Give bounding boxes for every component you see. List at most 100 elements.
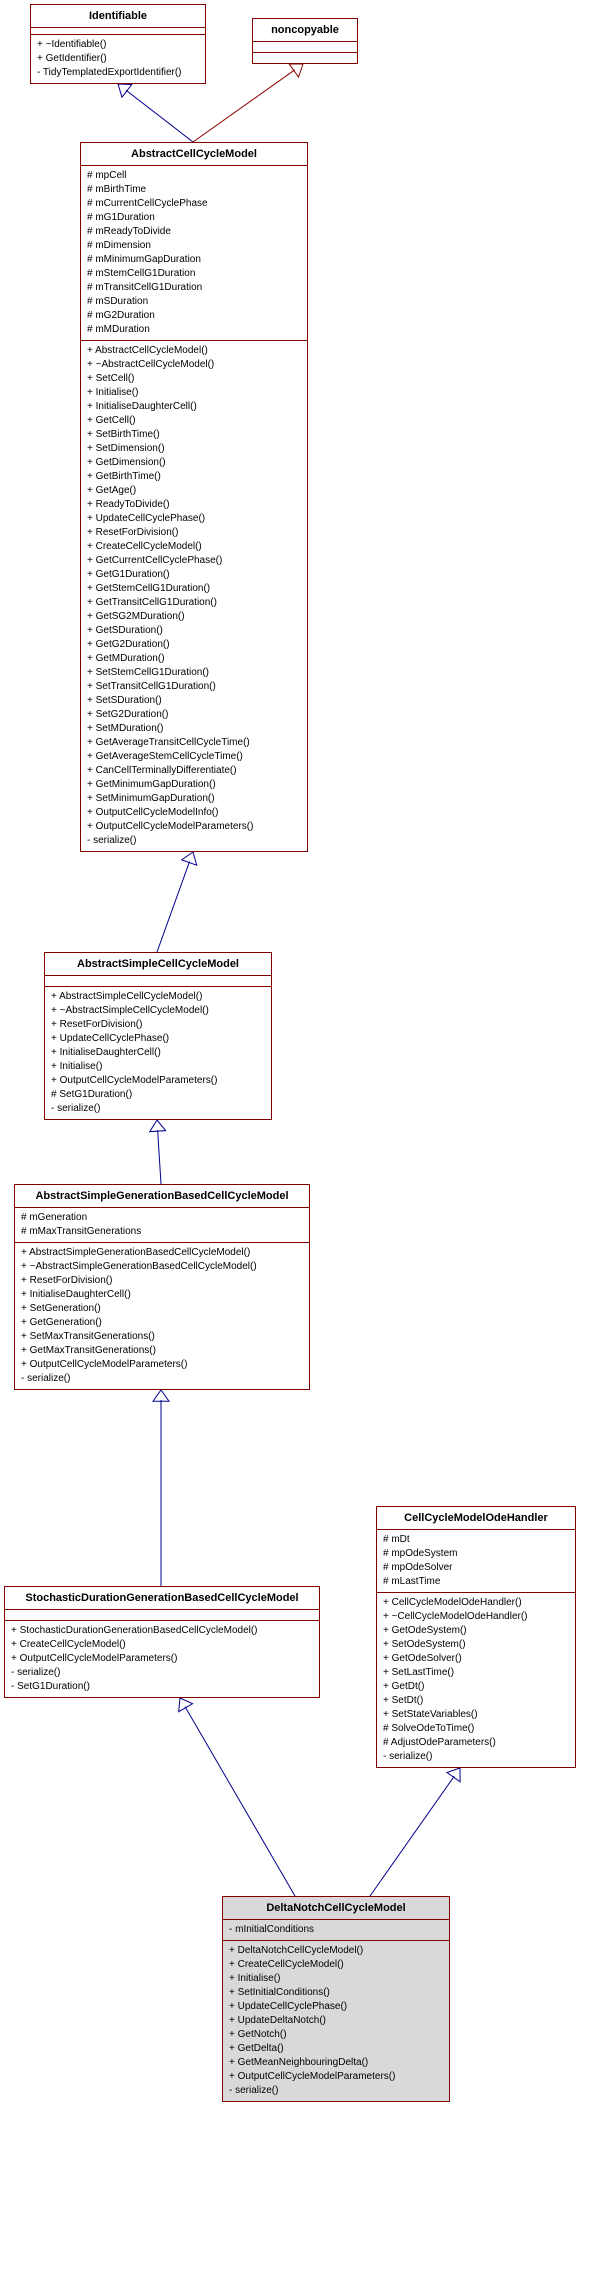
op: + GetOdeSolver() <box>383 1652 569 1666</box>
attr: # mReadyToDivide <box>87 225 301 239</box>
op: + SetMDuration() <box>87 722 301 736</box>
op: + GetMaxTransitGenerations() <box>21 1344 303 1358</box>
op: + GetAverageStemCellCycleTime() <box>87 750 301 764</box>
attr: # mMDuration <box>87 323 301 337</box>
attr: # mStemCellG1Duration <box>87 267 301 281</box>
op: + UpdateDeltaNotch() <box>229 2014 443 2028</box>
attr: # mMinimumGapDuration <box>87 253 301 267</box>
op: + SetGeneration() <box>21 1302 303 1316</box>
op: + GetSG2MDuration() <box>87 610 301 624</box>
op: + InitialiseDaughterCell() <box>21 1288 303 1302</box>
op: + ResetForDivision() <box>21 1274 303 1288</box>
op: + SetOdeSystem() <box>383 1638 569 1652</box>
ops-section: + AbstractCellCycleModel()+ ~AbstractCel… <box>81 341 307 851</box>
attr: # mGeneration <box>21 1211 303 1225</box>
op: + InitialiseDaughterCell() <box>51 1046 265 1060</box>
op: - serialize() <box>229 2084 443 2098</box>
class-stochastic: StochasticDurationGenerationBasedCellCyc… <box>4 1586 320 1698</box>
attr: # mTransitCellG1Duration <box>87 281 301 295</box>
ops-section <box>253 53 357 63</box>
ops-section: + ~Identifiable()+ GetIdentifier()- Tidy… <box>31 35 205 83</box>
op: + AbstractCellCycleModel() <box>87 344 301 358</box>
class-noncopyable: noncopyable <box>252 18 358 64</box>
op: + GetStemCellG1Duration() <box>87 582 301 596</box>
class-odehandler: CellCycleModelOdeHandler# mDt# mpOdeSyst… <box>376 1506 576 1768</box>
class-title: AbstractCellCycleModel <box>81 143 307 166</box>
class-title: AbstractSimpleCellCycleModel <box>45 953 271 976</box>
op: + UpdateCellCyclePhase() <box>229 2000 443 2014</box>
op: + InitialiseDaughterCell() <box>87 400 301 414</box>
edge <box>153 1390 169 1586</box>
edge <box>150 1120 166 1184</box>
op: + GetNotch() <box>229 2028 443 2042</box>
op: + GetIdentifier() <box>37 52 199 66</box>
attr: # mSDuration <box>87 295 301 309</box>
op: + SetInitialConditions() <box>229 1986 443 2000</box>
edge <box>179 1698 295 1896</box>
attr: # mpOdeSolver <box>383 1561 569 1575</box>
class-title: AbstractSimpleGenerationBasedCellCycleMo… <box>15 1185 309 1208</box>
attrs-section: # mpCell# mBirthTime# mCurrentCellCycleP… <box>81 166 307 341</box>
op: + SetMaxTransitGenerations() <box>21 1330 303 1344</box>
op: + GetG1Duration() <box>87 568 301 582</box>
op: + AbstractSimpleGenerationBasedCellCycle… <box>21 1246 303 1260</box>
diagram-canvas: Identifiable + ~Identifiable()+ GetIdenti… <box>0 0 611 2288</box>
edge <box>118 84 193 142</box>
op: + GetMinimumGapDuration() <box>87 778 301 792</box>
op: + SetStateVariables() <box>383 1708 569 1722</box>
op: + GetG2Duration() <box>87 638 301 652</box>
class-title: noncopyable <box>253 19 357 42</box>
attr: # mpCell <box>87 169 301 183</box>
op: + SetDt() <box>383 1694 569 1708</box>
op: # AdjustOdeParameters() <box>383 1736 569 1750</box>
op: + ReadyToDivide() <box>87 498 301 512</box>
op: + GetOdeSystem() <box>383 1624 569 1638</box>
op: + SetBirthTime() <box>87 428 301 442</box>
ops-section: + StochasticDurationGenerationBasedCellC… <box>5 1621 319 1697</box>
op: + GetCurrentCellCyclePhase() <box>87 554 301 568</box>
class-abstractsimple: AbstractSimpleCellCycleModel + AbstractSi… <box>44 952 272 1120</box>
op: + CreateCellCycleModel() <box>229 1958 443 1972</box>
op: + OutputCellCycleModelParameters() <box>51 1074 265 1088</box>
op: + SetDimension() <box>87 442 301 456</box>
attrs-section: # mDt# mpOdeSystem# mpOdeSolver# mLastTi… <box>377 1530 575 1593</box>
attr: # mDt <box>383 1533 569 1547</box>
op: + GetAge() <box>87 484 301 498</box>
op: + GetDelta() <box>229 2042 443 2056</box>
op: + GetBirthTime() <box>87 470 301 484</box>
op: + ~AbstractSimpleCellCycleModel() <box>51 1004 265 1018</box>
class-title: Identifiable <box>31 5 205 28</box>
attr: - mInitialConditions <box>229 1923 443 1937</box>
class-abstractgen: AbstractSimpleGenerationBasedCellCycleMo… <box>14 1184 310 1390</box>
op: + SetG2Duration() <box>87 708 301 722</box>
op: - serialize() <box>21 1372 303 1386</box>
attr: # mG1Duration <box>87 211 301 225</box>
class-title: DeltaNotchCellCycleModel <box>223 1897 449 1920</box>
op: + SetLastTime() <box>383 1666 569 1680</box>
op: + UpdateCellCyclePhase() <box>51 1032 265 1046</box>
op: + GetAverageTransitCellCycleTime() <box>87 736 301 750</box>
op: + Initialise() <box>51 1060 265 1074</box>
op: + ~AbstractCellCycleModel() <box>87 358 301 372</box>
attr: # mpOdeSystem <box>383 1547 569 1561</box>
op: - serialize() <box>383 1750 569 1764</box>
attrs-section <box>31 28 205 35</box>
op: + StochasticDurationGenerationBasedCellC… <box>11 1624 313 1638</box>
op: # SolveOdeToTime() <box>383 1722 569 1736</box>
class-abstractccm: AbstractCellCycleModel# mpCell# mBirthTi… <box>80 142 308 852</box>
op: + GetTransitCellG1Duration() <box>87 596 301 610</box>
op: - TidyTemplatedExportIdentifier() <box>37 66 199 80</box>
edge <box>157 852 197 952</box>
op: + UpdateCellCyclePhase() <box>87 512 301 526</box>
op: - serialize() <box>51 1102 265 1116</box>
op: + GetGeneration() <box>21 1316 303 1330</box>
op: + CreateCellCycleModel() <box>87 540 301 554</box>
op: + DeltaNotchCellCycleModel() <box>229 1944 443 1958</box>
edge <box>193 64 303 142</box>
attrs-section: - mInitialConditions <box>223 1920 449 1941</box>
op: + GetMeanNeighbouringDelta() <box>229 2056 443 2070</box>
op: + SetSDuration() <box>87 694 301 708</box>
op: - SetG1Duration() <box>11 1680 313 1694</box>
op: + AbstractSimpleCellCycleModel() <box>51 990 265 1004</box>
attr: # mMaxTransitGenerations <box>21 1225 303 1239</box>
